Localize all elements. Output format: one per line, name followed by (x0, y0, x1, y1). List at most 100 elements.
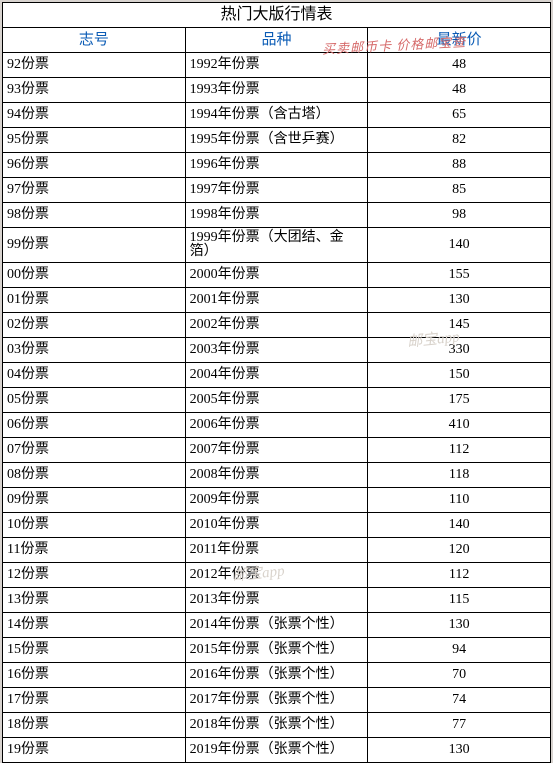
cell-code: 99份票 (3, 228, 186, 263)
cell-name: 1997年份票 (185, 178, 368, 203)
cell-name: 1999年份票（大团结、金箔） (185, 228, 368, 263)
table-row: 17份票2017年份票（张票个性）74 (3, 688, 551, 713)
table-row: 97份票1997年份票85 (3, 178, 551, 203)
cell-name: 2006年份票 (185, 413, 368, 438)
cell-code: 08份票 (3, 463, 186, 488)
cell-code: 03份票 (3, 338, 186, 363)
cell-name: 2003年份票 (185, 338, 368, 363)
cell-price: 118 (368, 463, 551, 488)
cell-price: 77 (368, 713, 551, 738)
cell-code: 92份票 (3, 53, 186, 78)
cell-name: 1996年份票 (185, 153, 368, 178)
table-row: 99份票1999年份票（大团结、金箔）140 (3, 228, 551, 263)
cell-price: 82 (368, 128, 551, 153)
table-row: 05份票2005年份票175 (3, 388, 551, 413)
table-row: 03份票2003年份票330 (3, 338, 551, 363)
cell-price: 112 (368, 438, 551, 463)
table-row: 18份票2018年份票（张票个性）77 (3, 713, 551, 738)
cell-code: 15份票 (3, 638, 186, 663)
cell-code: 19份票 (3, 738, 186, 763)
price-table-container: 热门大版行情表 志号 品种 最新价 92份票1992年份票4893份票1993年… (2, 2, 551, 763)
cell-name: 1995年份票（含世乒赛） (185, 128, 368, 153)
table-row: 98份票1998年份票98 (3, 203, 551, 228)
cell-name: 1994年份票（含古塔） (185, 103, 368, 128)
table-row: 10份票2010年份票140 (3, 513, 551, 538)
cell-code: 17份票 (3, 688, 186, 713)
table-body: 92份票1992年份票4893份票1993年份票4894份票1994年份票（含古… (3, 53, 551, 763)
cell-code: 13份票 (3, 588, 186, 613)
table-row: 04份票2004年份票150 (3, 363, 551, 388)
cell-name: 2004年份票 (185, 363, 368, 388)
cell-code: 01份票 (3, 288, 186, 313)
cell-name: 2018年份票（张票个性） (185, 713, 368, 738)
table-row: 13份票2013年份票115 (3, 588, 551, 613)
cell-code: 10份票 (3, 513, 186, 538)
cell-name: 2000年份票 (185, 263, 368, 288)
table-row: 93份票1993年份票48 (3, 78, 551, 103)
cell-price: 330 (368, 338, 551, 363)
cell-price: 155 (368, 263, 551, 288)
cell-code: 95份票 (3, 128, 186, 153)
table-row: 16份票2016年份票（张票个性）70 (3, 663, 551, 688)
cell-price: 94 (368, 638, 551, 663)
column-header-name: 品种 (185, 28, 368, 53)
table-row: 96份票1996年份票88 (3, 153, 551, 178)
cell-code: 16份票 (3, 663, 186, 688)
cell-code: 98份票 (3, 203, 186, 228)
price-table: 热门大版行情表 志号 品种 最新价 92份票1992年份票4893份票1993年… (2, 2, 551, 763)
table-row: 06份票2006年份票410 (3, 413, 551, 438)
cell-name: 2016年份票（张票个性） (185, 663, 368, 688)
cell-name: 2009年份票 (185, 488, 368, 513)
cell-price: 85 (368, 178, 551, 203)
cell-name: 2002年份票 (185, 313, 368, 338)
cell-code: 93份票 (3, 78, 186, 103)
table-title: 热门大版行情表 (3, 3, 551, 28)
cell-name: 1992年份票 (185, 53, 368, 78)
table-row: 19份票2019年份票（张票个性）130 (3, 738, 551, 763)
cell-price: 115 (368, 588, 551, 613)
cell-price: 130 (368, 738, 551, 763)
cell-name: 2010年份票 (185, 513, 368, 538)
cell-code: 12份票 (3, 563, 186, 588)
cell-code: 06份票 (3, 413, 186, 438)
table-row: 01份票2001年份票130 (3, 288, 551, 313)
table-row: 00份票2000年份票155 (3, 263, 551, 288)
cell-code: 02份票 (3, 313, 186, 338)
cell-name: 2005年份票 (185, 388, 368, 413)
cell-name: 2011年份票 (185, 538, 368, 563)
table-row: 07份票2007年份票112 (3, 438, 551, 463)
cell-price: 74 (368, 688, 551, 713)
cell-price: 175 (368, 388, 551, 413)
cell-price: 65 (368, 103, 551, 128)
cell-code: 14份票 (3, 613, 186, 638)
column-header-code: 志号 (3, 28, 186, 53)
cell-code: 07份票 (3, 438, 186, 463)
cell-name: 1998年份票 (185, 203, 368, 228)
table-row: 15份票2015年份票（张票个性）94 (3, 638, 551, 663)
cell-price: 70 (368, 663, 551, 688)
cell-name: 2015年份票（张票个性） (185, 638, 368, 663)
cell-code: 05份票 (3, 388, 186, 413)
cell-code: 11份票 (3, 538, 186, 563)
table-row: 09份票2009年份票110 (3, 488, 551, 513)
cell-code: 94份票 (3, 103, 186, 128)
cell-code: 18份票 (3, 713, 186, 738)
cell-price: 110 (368, 488, 551, 513)
cell-code: 00份票 (3, 263, 186, 288)
cell-name: 2001年份票 (185, 288, 368, 313)
cell-price: 150 (368, 363, 551, 388)
cell-price: 130 (368, 613, 551, 638)
table-row: 95份票1995年份票（含世乒赛）82 (3, 128, 551, 153)
table-row: 11份票2011年份票120 (3, 538, 551, 563)
cell-price: 410 (368, 413, 551, 438)
cell-price: 140 (368, 228, 551, 263)
cell-price: 120 (368, 538, 551, 563)
cell-price: 130 (368, 288, 551, 313)
cell-code: 96份票 (3, 153, 186, 178)
cell-code: 97份票 (3, 178, 186, 203)
cell-price: 112 (368, 563, 551, 588)
cell-name: 2007年份票 (185, 438, 368, 463)
cell-price: 98 (368, 203, 551, 228)
cell-name: 2014年份票（张票个性） (185, 613, 368, 638)
cell-code: 04份票 (3, 363, 186, 388)
